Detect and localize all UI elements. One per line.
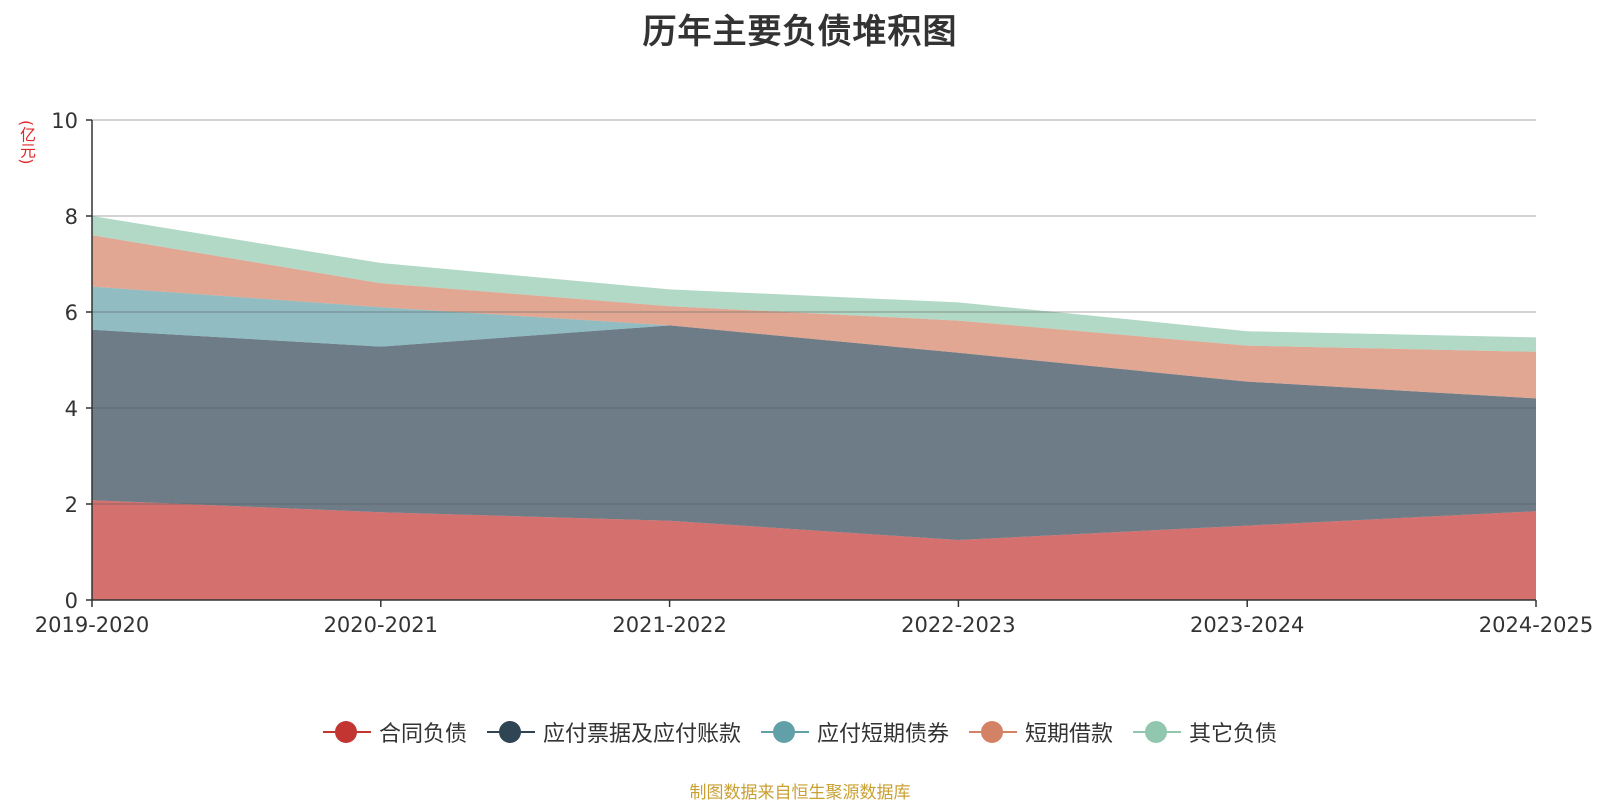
legend-label: 短期借款 xyxy=(1025,722,1114,747)
legend-label: 合同负债 xyxy=(378,722,467,747)
legend-item-short-term-loans[interactable]: 短期借款 xyxy=(969,716,1113,748)
chart-title: 历年主要负债堆积图 xyxy=(642,12,958,52)
y-tick-label: 8 xyxy=(65,205,78,229)
x-tick-label: 2019-2020 xyxy=(35,613,149,637)
area-series-1 xyxy=(92,325,1536,540)
legend-item-other-liabilities[interactable]: 其它负债 xyxy=(1133,716,1277,748)
legend-dot xyxy=(334,721,357,743)
data-source-note: 制图数据来自恒生聚源数据库 xyxy=(689,783,911,800)
area-series-3 xyxy=(92,235,1536,399)
y-axis-unit-label: (亿元) xyxy=(17,120,36,165)
area-series-0 xyxy=(92,500,1536,600)
x-tick-label: 2021-2022 xyxy=(612,613,726,637)
legend-dot xyxy=(1145,721,1168,743)
x-tick-label: 2020-2021 xyxy=(324,613,438,637)
legend-marker-icon xyxy=(1133,720,1182,744)
x-tick-label: 2023-2024 xyxy=(1190,613,1304,637)
area-series-2 xyxy=(92,286,1536,399)
x-tick-label: 2022-2023 xyxy=(901,613,1015,637)
y-tick-label: 0 xyxy=(65,589,78,613)
legend-label: 其它负债 xyxy=(1189,722,1278,747)
legend-marker-icon xyxy=(486,720,535,744)
legend-item-contract-liabilities[interactable]: 合同负债 xyxy=(322,716,467,748)
legend-item-short-term-bonds-payable[interactable]: 应付短期债券 xyxy=(760,716,949,748)
legend-marker-icon xyxy=(760,720,809,744)
x-tick-label: 2024-2025 xyxy=(1479,613,1593,637)
y-tick-label: 10 xyxy=(51,109,78,133)
legend-marker-icon xyxy=(322,720,371,744)
legend-dot xyxy=(498,721,521,743)
legend-item-notes-and-accounts-payable[interactable]: 应付票据及应付账款 xyxy=(486,716,741,748)
legend-label: 应付票据及应付账款 xyxy=(542,722,741,747)
y-tick-label: 4 xyxy=(65,397,78,421)
legend-marker-icon xyxy=(969,720,1017,744)
legend-dot xyxy=(772,721,795,743)
legend-dot xyxy=(981,721,1003,743)
y-tick-label: 6 xyxy=(65,301,78,325)
legend-label: 应付短期债券 xyxy=(816,722,949,747)
area-series-4 xyxy=(92,216,1536,352)
y-tick-label: 2 xyxy=(65,493,78,517)
chart-legend: 合同负债 应付票据及应付账款 应付短期债券 短期借款 其它负债 xyxy=(0,716,1600,748)
